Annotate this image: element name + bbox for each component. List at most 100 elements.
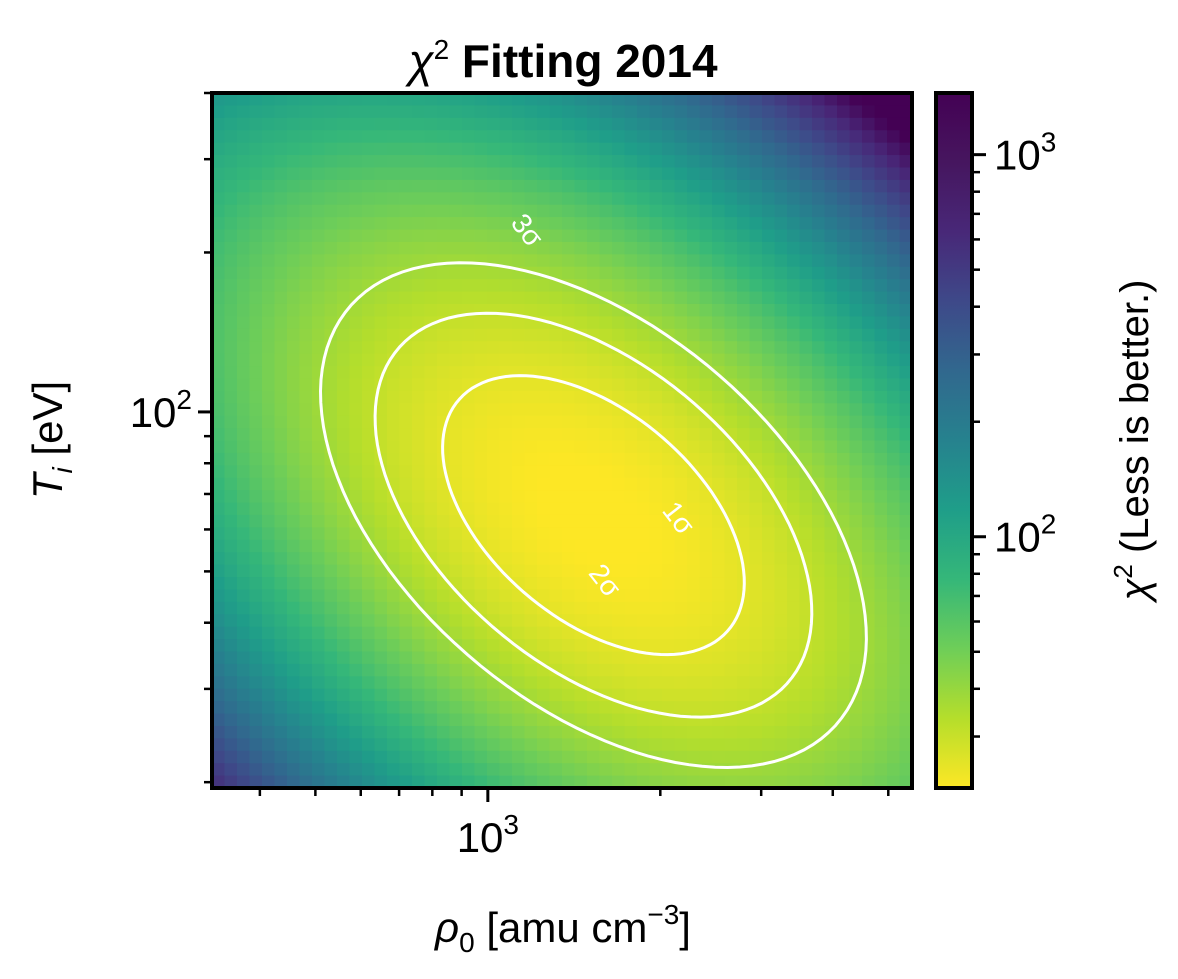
- heatmap-cell: [262, 539, 276, 553]
- heatmap-cell: [737, 279, 751, 293]
- heatmap-cell: [412, 390, 426, 404]
- heatmap-cell: [787, 167, 801, 181]
- heatmap-cell: [724, 155, 738, 169]
- heatmap-cell: [312, 117, 326, 131]
- heatmap-cell: [299, 390, 313, 404]
- heatmap-cell: [724, 589, 738, 603]
- heatmap-cell: [399, 713, 413, 727]
- heatmap-cell: [699, 291, 713, 305]
- heatmap-cell: [337, 601, 351, 615]
- heatmap-cell: [374, 291, 388, 305]
- heatmap-cell: [899, 254, 912, 268]
- heatmap-cell: [424, 514, 438, 528]
- heatmap-cell: [674, 303, 688, 317]
- heatmap-cell: [299, 502, 313, 516]
- heatmap-cell: [749, 415, 763, 429]
- heatmap-cell: [287, 663, 301, 677]
- heatmap-cell: [824, 490, 838, 504]
- heatmap-cell: [762, 676, 776, 690]
- heatmap-cell: [212, 378, 226, 392]
- heatmap-cell: [524, 725, 538, 739]
- heatmap-cell: [837, 477, 851, 491]
- heatmap-cell: [674, 589, 688, 603]
- heatmap-cell: [724, 477, 738, 491]
- heatmap-cell: [324, 477, 338, 491]
- heatmap-cell: [699, 614, 713, 628]
- heatmap-cell: [474, 217, 488, 231]
- heatmap-cell: [487, 341, 501, 355]
- heatmap-cell: [312, 390, 326, 404]
- heatmap-cell: [374, 738, 388, 752]
- heatmap-cell: [499, 775, 513, 788]
- heatmap-cell: [637, 241, 651, 255]
- heatmap-cell: [812, 192, 826, 206]
- heatmap-cell: [599, 490, 613, 504]
- heatmap-cell: [674, 167, 688, 181]
- heatmap-cell: [799, 614, 813, 628]
- heatmap-cell: [337, 626, 351, 640]
- heatmap-cell: [549, 130, 563, 144]
- heatmap-cell: [424, 204, 438, 218]
- heatmap-cell: [649, 217, 663, 231]
- heatmap-cell: [899, 750, 912, 764]
- heatmap-cell: [762, 316, 776, 330]
- heatmap-cell: [462, 316, 476, 330]
- heatmap-cell: [487, 353, 501, 367]
- heatmap-cell: [612, 688, 626, 702]
- heatmap-cell: [599, 217, 613, 231]
- heatmap-cell: [837, 713, 851, 727]
- heatmap-cell: [337, 688, 351, 702]
- heatmap-cell: [874, 725, 888, 739]
- heatmap-cell: [549, 527, 563, 541]
- heatmap-cell: [287, 279, 301, 293]
- heatmap-cell: [524, 254, 538, 268]
- heatmap-cell: [687, 552, 701, 566]
- heatmap-cell: [824, 366, 838, 380]
- heatmap-cell: [412, 254, 426, 268]
- heatmap-cell: [774, 539, 788, 553]
- heatmap-cell: [449, 465, 463, 479]
- heatmap-cell: [637, 514, 651, 528]
- heatmap-cell: [562, 651, 576, 665]
- heatmap-cell: [824, 341, 838, 355]
- heatmap-cell: [862, 366, 876, 380]
- heatmap-cell: [512, 328, 526, 342]
- heatmap-cell: [499, 217, 513, 231]
- heatmap-cell: [874, 130, 888, 144]
- heatmap-cell: [624, 502, 638, 516]
- heatmap-cell: [249, 428, 263, 442]
- heatmap-cell: [249, 390, 263, 404]
- heatmap-cell: [312, 589, 326, 603]
- heatmap-cell: [437, 179, 451, 193]
- heatmap-cell: [862, 142, 876, 156]
- heatmap-cell: [449, 663, 463, 677]
- heatmap-cell: [349, 204, 363, 218]
- heatmap-cell: [687, 514, 701, 528]
- heatmap-cell: [299, 577, 313, 591]
- heatmap-cell: [662, 217, 676, 231]
- heatmap-cell: [337, 279, 351, 293]
- heatmap-cell: [362, 142, 376, 156]
- heatmap-cell: [712, 415, 726, 429]
- heatmap-cell: [824, 403, 838, 417]
- heatmap-cell: [499, 241, 513, 255]
- heatmap-cell: [574, 663, 588, 677]
- heatmap-cell: [462, 738, 476, 752]
- heatmap-cell: [762, 440, 776, 454]
- heatmap-cell: [224, 254, 238, 268]
- heatmap-cell: [724, 217, 738, 231]
- heatmap-cell: [362, 403, 376, 417]
- heatmap-cell: [474, 577, 488, 591]
- heatmap-cell: [737, 639, 751, 653]
- heatmap-cell: [224, 341, 238, 355]
- heatmap-cell: [274, 328, 288, 342]
- heatmap-cell: [312, 428, 326, 442]
- heatmap-cell: [687, 93, 701, 107]
- heatmap-cell: [399, 477, 413, 491]
- heatmap-cell: [512, 763, 526, 777]
- heatmap-cell: [299, 155, 313, 169]
- heatmap-cell: [637, 142, 651, 156]
- heatmap-cell: [587, 155, 601, 169]
- heatmap-cell: [512, 291, 526, 305]
- heatmap-cell: [737, 366, 751, 380]
